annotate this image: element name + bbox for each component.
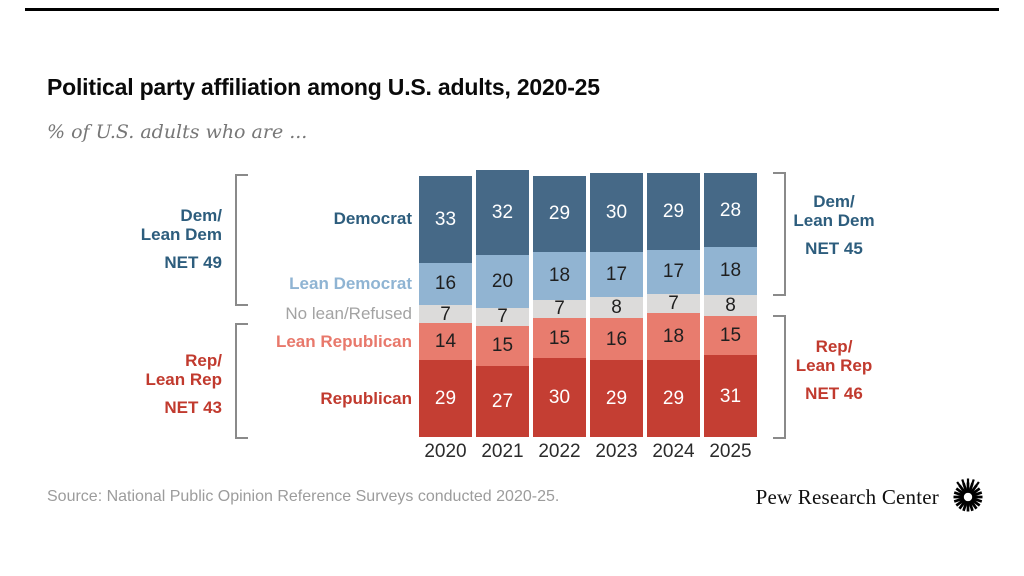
row-label-lean-republican: Lean Republican [275,332,412,351]
bar-2020: 33 16 7 14 29 [419,175,472,437]
row-label-lean-democrat: Lean Democrat [289,274,412,293]
net-rep-left: Rep/ Lean Rep NET 43 [90,351,222,417]
net-dem-left-value: NET 49 [164,253,222,272]
segment-republican-2020: 29 [419,360,472,437]
segment-republican-2024: 29 [647,360,700,437]
net-rep-right: Rep/ Lean Rep NET 46 [791,337,877,403]
net-dem-left: Dem/ Lean Dem NET 49 [90,206,222,272]
bar-2022: 29 18 7 15 30 [533,175,586,437]
chart-subtitle: % of U.S. adults who are ... [47,121,308,143]
net-dem-left-line2: Lean Dem [140,225,222,244]
segment-democrat-2024: 29 [647,172,700,250]
segment-no-lean-refused-2020: 7 [419,304,472,324]
net-rep-left-line2: Lean Rep [145,370,222,389]
segment-lean-democrat-2021: 20 [476,254,529,308]
segment-no-lean-refused-2024: 7 [647,294,700,313]
net-dem-right-value: NET 45 [805,239,863,258]
bracket-rep-right [773,315,786,439]
net-rep-left-value: NET 43 [164,398,222,417]
segment-democrat-2022: 29 [533,175,586,253]
segment-lean-republican-2023: 16 [590,318,643,361]
bracket-dem-left [235,174,248,306]
bar-2025: 28 18 8 15 31 [704,173,757,437]
segment-no-lean-refused-2022: 7 [533,299,586,319]
bar-2021: 32 20 7 15 27 [476,170,529,437]
net-rep-right-line2: Lean Rep [795,356,873,375]
bracket-dem-right [773,172,786,296]
segment-lean-republican-2024: 18 [647,312,700,361]
segment-lean-republican-2021: 15 [476,326,529,366]
row-label-republican: Republican [320,389,412,408]
x-axis-label-2020: 2020 [424,441,467,462]
segment-no-lean-refused-2025: 8 [704,294,757,316]
x-axis-label-2025: 2025 [709,441,752,462]
bar-2024: 29 17 7 18 29 [647,172,700,437]
segment-republican-2025: 31 [704,355,757,437]
x-axis-label-2021: 2021 [481,441,524,462]
bracket-rep-left [235,323,248,439]
brand-wordmark: Pew Research Center [755,484,939,509]
segment-democrat-2021: 32 [476,170,529,255]
net-dem-right-line1: Dem/ [813,192,855,211]
segment-democrat-2025: 28 [704,173,757,248]
segment-lean-republican-2020: 14 [419,323,472,361]
pew-starburst-icon [953,478,983,512]
net-rep-right-line1: Rep/ [815,337,853,356]
segment-republican-2021: 27 [476,365,529,437]
net-dem-right-line2: Lean Dem [793,211,875,230]
segment-lean-democrat-2023: 17 [590,252,643,298]
brand-lockup: Pew Research Center [740,477,988,517]
segment-lean-democrat-2022: 18 [533,252,586,300]
segment-republican-2023: 29 [590,360,643,437]
segment-lean-democrat-2020: 16 [419,262,472,305]
segment-democrat-2020: 33 [419,175,472,263]
net-dem-right: Dem/ Lean Dem NET 45 [791,192,877,258]
x-axis-label-2022: 2022 [538,441,581,462]
net-rep-right-value: NET 46 [805,384,863,403]
net-dem-left-line1: Dem/ [180,206,222,225]
bar-2023: 30 17 8 16 29 [590,173,643,437]
top-rule [25,8,999,11]
row-label-democrat: Democrat [333,209,412,228]
x-axis-label-2023: 2023 [595,441,638,462]
segment-lean-republican-2025: 15 [704,315,757,356]
segment-no-lean-refused-2023: 8 [590,297,643,319]
segment-lean-democrat-2024: 17 [647,249,700,295]
segment-republican-2022: 30 [533,357,586,437]
row-label-no-lean-refused: No lean/Refused [285,304,412,323]
segment-no-lean-refused-2021: 7 [476,307,529,327]
x-axis-label-2024: 2024 [652,441,695,462]
segment-lean-republican-2022: 15 [533,318,586,358]
segment-democrat-2023: 30 [590,173,643,253]
source-note: Source: National Public Opinion Referenc… [47,488,560,505]
net-rep-left-line1: Rep/ [185,351,222,370]
segment-lean-democrat-2025: 18 [704,247,757,295]
chart-title: Political party affiliation among U.S. a… [47,74,600,100]
